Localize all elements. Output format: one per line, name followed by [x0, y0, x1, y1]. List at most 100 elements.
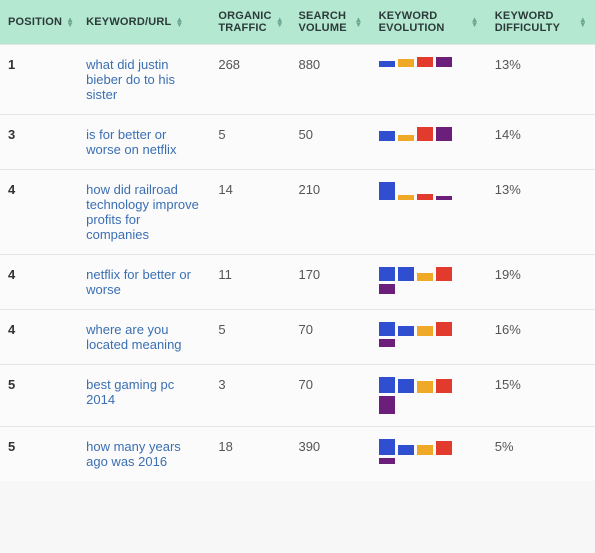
cell-organic-traffic: 268	[210, 45, 290, 115]
col-position-label: POSITION	[8, 16, 62, 28]
evolution-chart	[379, 377, 465, 414]
cell-search-volume: 880	[290, 45, 370, 115]
evolution-bar	[398, 379, 414, 393]
evolution-bar	[379, 339, 395, 347]
cell-keyword-evolution	[371, 45, 487, 115]
evolution-bar	[379, 61, 395, 67]
cell-organic-traffic: 5	[210, 310, 290, 365]
table-row: 4where are you located meaning57016%	[0, 310, 595, 365]
cell-keyword-evolution	[371, 255, 487, 310]
col-position[interactable]: POSITION ▲▼	[0, 0, 78, 45]
evolution-bar	[379, 396, 395, 414]
evolution-bar	[379, 131, 395, 141]
table-header-row: POSITION ▲▼ KEYWORD/URL ▲▼ ORGANIC TRAFF…	[0, 0, 595, 45]
cell-position: 4	[0, 255, 78, 310]
evolution-chart	[379, 322, 465, 347]
evolution-bar	[417, 445, 433, 455]
evolution-bar	[436, 196, 452, 200]
cell-search-volume: 50	[290, 115, 370, 170]
cell-keyword: netflix for better or worse	[78, 255, 210, 310]
col-keyword[interactable]: KEYWORD/URL ▲▼	[78, 0, 210, 45]
cell-keyword: how many years ago was 2016	[78, 427, 210, 482]
table-row: 4 netflix for better or worse 11170 19%	[0, 255, 595, 310]
col-keyword-label: KEYWORD/URL	[86, 16, 171, 28]
keyword-link[interactable]: netflix for better or worse	[86, 267, 191, 297]
table-row: 4how did railroad technology improve pro…	[0, 170, 595, 255]
evolution-chart	[379, 182, 465, 200]
cell-position: 1	[0, 45, 78, 115]
cell-position: 5	[0, 427, 78, 482]
evolution-bar	[417, 381, 433, 393]
evolution-bar	[379, 322, 395, 336]
sort-icon[interactable]: ▲▼	[175, 17, 183, 27]
table-row: 5how many years ago was 2016183905%	[0, 427, 595, 482]
sort-icon[interactable]: ▲▼	[471, 17, 479, 27]
evolution-bar	[417, 57, 433, 67]
cell-keyword-evolution	[371, 115, 487, 170]
keyword-link[interactable]: what did justin bieber do to his sister	[86, 57, 175, 102]
cell-keyword-difficulty: 15%	[487, 365, 595, 427]
cell-organic-traffic: 5	[210, 115, 290, 170]
sort-icon[interactable]: ▲▼	[354, 17, 362, 27]
cell-keyword-evolution	[371, 365, 487, 427]
evolution-bar	[379, 377, 395, 393]
cell-search-volume: 170	[290, 255, 370, 310]
cell-keyword: how did railroad technology improve prof…	[78, 170, 210, 255]
evolution-bar	[417, 194, 433, 200]
evolution-bar	[436, 379, 452, 393]
cell-keyword-difficulty: 13%	[487, 170, 595, 255]
evolution-chart	[379, 57, 465, 67]
cell-keyword: where are you located meaning	[78, 310, 210, 365]
table-row: 5 best gaming pc 2014 370 15%	[0, 365, 595, 427]
cell-keyword-difficulty: 14%	[487, 115, 595, 170]
evolution-bar	[398, 445, 414, 455]
cell-search-volume: 210	[290, 170, 370, 255]
sort-icon[interactable]: ▲▼	[66, 17, 74, 27]
cell-keyword-difficulty: 19%	[487, 255, 595, 310]
evolution-chart	[379, 267, 465, 294]
cell-keyword-evolution	[371, 310, 487, 365]
evolution-bar	[417, 273, 433, 281]
cell-position: 4	[0, 310, 78, 365]
cell-keyword-evolution	[371, 170, 487, 255]
evolution-bar	[379, 284, 395, 294]
col-organic-traffic-label: ORGANIC TRAFFIC	[218, 10, 271, 34]
evolution-bar	[398, 59, 414, 67]
cell-search-volume: 70	[290, 310, 370, 365]
evolution-chart	[379, 127, 465, 141]
sort-icon[interactable]: ▲▼	[276, 17, 284, 27]
cell-organic-traffic: 3	[210, 365, 290, 427]
col-search-volume[interactable]: SEARCH VOLUME ▲▼	[290, 0, 370, 45]
cell-position: 4	[0, 170, 78, 255]
keyword-link[interactable]: how many years ago was 2016	[86, 439, 181, 469]
cell-organic-traffic: 11	[210, 255, 290, 310]
keyword-table: POSITION ▲▼ KEYWORD/URL ▲▼ ORGANIC TRAFF…	[0, 0, 595, 481]
evolution-bar	[379, 458, 395, 464]
keyword-link[interactable]: is for better or worse on netflix	[86, 127, 176, 157]
table-row: 1what did justin bieber do to his sister…	[0, 45, 595, 115]
table-row: 3 is for better or worse on netflix 550 14%	[0, 115, 595, 170]
evolution-bar	[398, 267, 414, 281]
keyword-link[interactable]: best gaming pc 2014	[86, 377, 174, 407]
cell-organic-traffic: 18	[210, 427, 290, 482]
keyword-link[interactable]: where are you located meaning	[86, 322, 181, 352]
sort-icon[interactable]: ▲▼	[579, 17, 587, 27]
evolution-bar	[417, 127, 433, 141]
cell-position: 3	[0, 115, 78, 170]
evolution-bar	[379, 439, 395, 455]
evolution-bar	[436, 322, 452, 336]
cell-position: 5	[0, 365, 78, 427]
cell-search-volume: 70	[290, 365, 370, 427]
evolution-bar	[436, 441, 452, 455]
evolution-bar	[398, 195, 414, 200]
col-organic-traffic[interactable]: ORGANIC TRAFFIC ▲▼	[210, 0, 290, 45]
col-keyword-difficulty-label: KEYWORD DIFFICULTY	[495, 10, 575, 34]
cell-keyword-difficulty: 13%	[487, 45, 595, 115]
evolution-bar	[379, 182, 395, 200]
col-keyword-evolution[interactable]: KEYWORD EVOLUTION ▲▼	[371, 0, 487, 45]
cell-keyword: best gaming pc 2014	[78, 365, 210, 427]
col-keyword-evolution-label: KEYWORD EVOLUTION	[379, 10, 467, 34]
cell-search-volume: 390	[290, 427, 370, 482]
keyword-link[interactable]: how did railroad technology improve prof…	[86, 182, 199, 242]
col-keyword-difficulty[interactable]: KEYWORD DIFFICULTY ▲▼	[487, 0, 595, 45]
